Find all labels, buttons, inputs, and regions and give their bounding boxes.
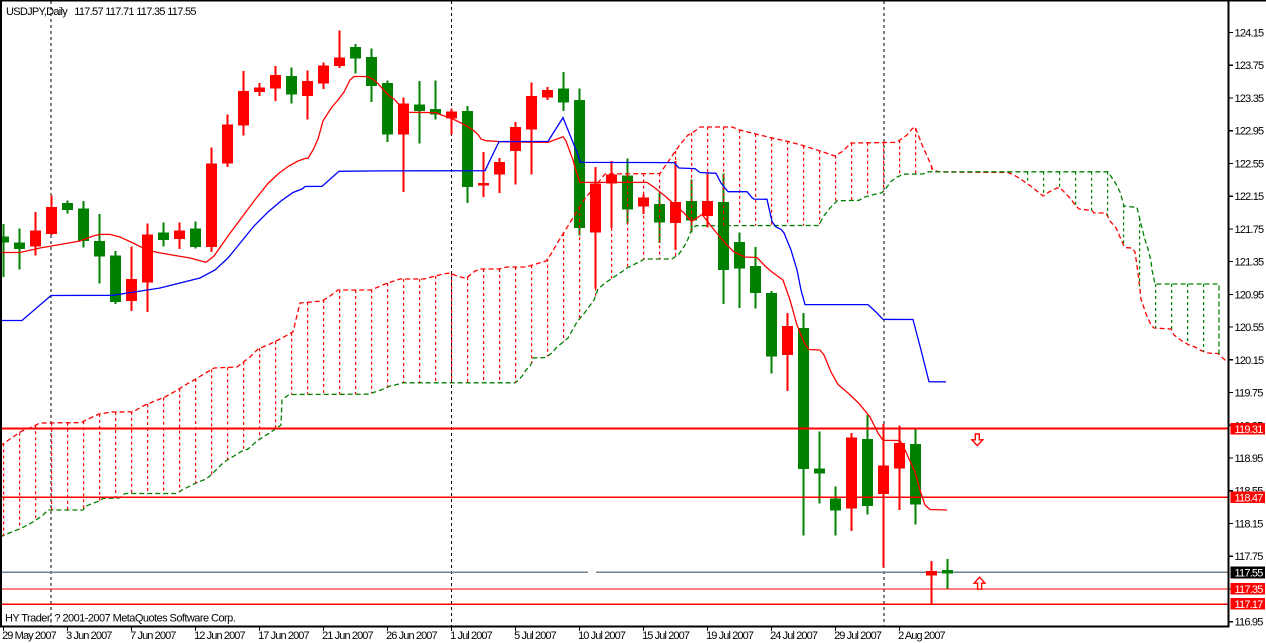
svg-text:15 Jul 2007: 15 Jul 2007 xyxy=(642,630,690,642)
svg-text:10 Jul 2007: 10 Jul 2007 xyxy=(578,630,626,642)
svg-text:120.55: 120.55 xyxy=(1235,322,1265,334)
svg-text:123.75: 123.75 xyxy=(1235,60,1265,72)
svg-text:118.95: 118.95 xyxy=(1235,453,1264,465)
svg-text:116.95: 116.95 xyxy=(1235,617,1264,629)
svg-text:1 Jul 2007: 1 Jul 2007 xyxy=(450,630,493,642)
svg-text:117.55: 117.55 xyxy=(1235,568,1264,580)
svg-text:121.75: 121.75 xyxy=(1235,224,1265,236)
svg-text:USDJPY,Daily 117.57 117.71 11: USDJPY,Daily 117.57 117.71 117.35 117.55 xyxy=(6,6,196,18)
svg-text:120.15: 120.15 xyxy=(1235,355,1265,367)
svg-text:119.75: 119.75 xyxy=(1235,388,1264,400)
svg-text:124.15: 124.15 xyxy=(1235,28,1265,40)
svg-text:HY Trader, ? 2001-2007 MetaQuo: HY Trader, ? 2001-2007 MetaQuotes Softwa… xyxy=(5,613,236,625)
svg-text:17 Jun 2007: 17 Jun 2007 xyxy=(258,630,309,642)
svg-text:121.35: 121.35 xyxy=(1235,257,1265,269)
svg-text:29 May 2007: 29 May 2007 xyxy=(2,630,56,642)
svg-text:120.95: 120.95 xyxy=(1235,289,1265,301)
svg-text:7 Jun 2007: 7 Jun 2007 xyxy=(130,630,176,642)
svg-text:3 Jun 2007: 3 Jun 2007 xyxy=(66,630,112,642)
svg-text:122.15: 122.15 xyxy=(1235,191,1265,203)
svg-text:5 Jul 2007: 5 Jul 2007 xyxy=(514,630,557,642)
svg-text:19 Jul 2007: 19 Jul 2007 xyxy=(706,630,754,642)
svg-text:2 Aug 2007: 2 Aug 2007 xyxy=(898,630,945,642)
svg-text:29 Jul 2007: 29 Jul 2007 xyxy=(834,630,882,642)
svg-text:123.35: 123.35 xyxy=(1235,93,1265,105)
svg-text:122.95: 122.95 xyxy=(1235,126,1265,138)
svg-text:119.31: 119.31 xyxy=(1235,424,1264,436)
svg-text:12 Jun 2007: 12 Jun 2007 xyxy=(194,630,245,642)
svg-text:122.55: 122.55 xyxy=(1235,158,1265,170)
svg-text:26 Jun 2007: 26 Jun 2007 xyxy=(386,630,437,642)
svg-text:118.15: 118.15 xyxy=(1235,519,1264,531)
svg-text:117.35: 117.35 xyxy=(1235,584,1264,596)
svg-text:117.17: 117.17 xyxy=(1235,599,1264,611)
svg-text:117.75: 117.75 xyxy=(1235,551,1264,563)
svg-text:24 Jul 2007: 24 Jul 2007 xyxy=(770,630,818,642)
svg-text:118.47: 118.47 xyxy=(1235,493,1264,505)
svg-text:21 Jun 2007: 21 Jun 2007 xyxy=(322,630,373,642)
